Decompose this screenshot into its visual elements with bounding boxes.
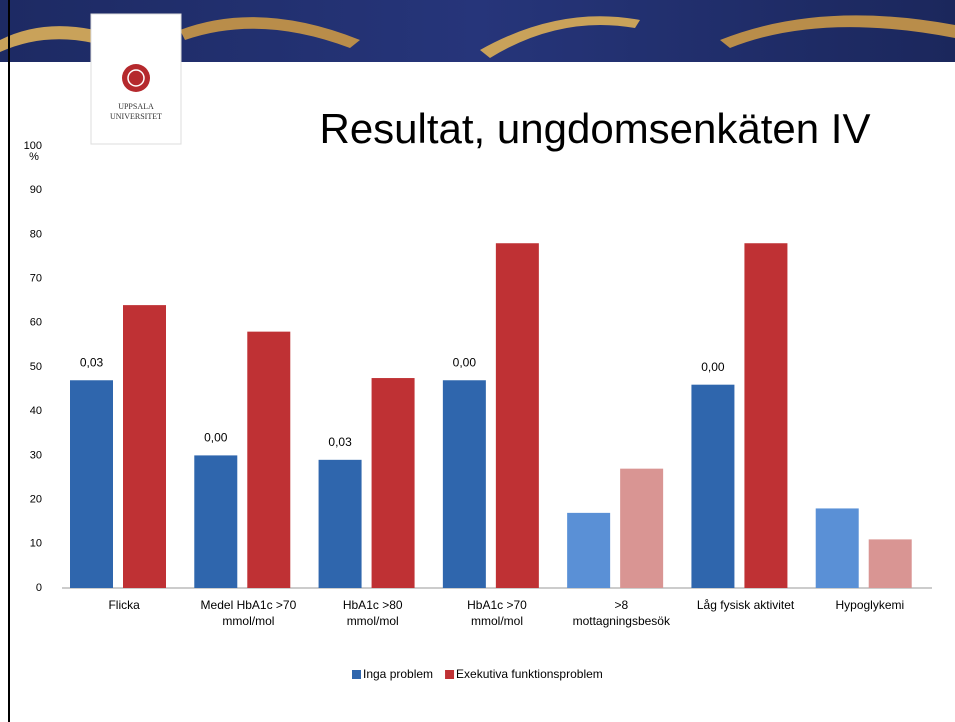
bar	[496, 243, 539, 588]
x-tick-label: >8 mottagningsbesök	[559, 597, 683, 629]
y-tick-label: 60	[30, 317, 42, 329]
y-tick-label: 50	[30, 361, 42, 373]
x-tick-label: Medel HbA1c >70 mmol/mol	[186, 597, 310, 629]
x-tick-label: Låg fysisk aktivitet	[684, 597, 808, 613]
y-tick-label: 0	[36, 582, 42, 594]
chart-title: Resultat, ungdomsenkäten IV	[319, 105, 870, 152]
y-tick-label: 20	[30, 494, 42, 506]
slide: UPPSALA UNIVERSITET Resultat, ungdomsenk…	[0, 0, 955, 722]
x-tick-label: Flicka	[62, 597, 186, 613]
y-tick-label: 70	[30, 273, 42, 285]
y-tick-label: 40	[30, 405, 42, 417]
y-tick-label: 10	[30, 538, 42, 550]
y-tick-label: 30	[30, 449, 42, 461]
y-tick-label: 100	[24, 140, 42, 152]
logo-text: UPPSALA UNIVERSITET	[106, 102, 166, 122]
bar-annotation: 0,03	[80, 355, 104, 369]
bar	[567, 513, 610, 588]
legend-label: Inga problem	[363, 667, 433, 681]
bar	[247, 332, 290, 588]
logo-label: UPPSALA UNIVERSITET	[96, 102, 176, 132]
x-tick-label: HbA1c >70 mmol/mol	[435, 597, 559, 629]
bar	[319, 460, 362, 588]
bar-annotation: 0,00	[453, 355, 477, 369]
y-tick-label: 80	[30, 228, 42, 240]
bar	[70, 380, 113, 588]
y-tick-label: 90	[30, 184, 42, 196]
bar-annotation: 0,00	[701, 360, 725, 374]
legend-swatch	[445, 670, 454, 679]
bar	[869, 539, 912, 588]
bar	[372, 378, 415, 588]
bar	[620, 469, 663, 588]
logo-seal	[122, 64, 150, 92]
legend-swatch	[352, 670, 361, 679]
bar	[443, 380, 486, 588]
x-tick-label: HbA1c >80 mmol/mol	[311, 597, 435, 629]
bar	[816, 508, 859, 588]
bar-annotation: 0,03	[328, 435, 352, 449]
bar	[691, 385, 734, 588]
y-axis-label: %	[29, 151, 39, 163]
bar	[194, 455, 237, 588]
bar-annotation: 0,00	[204, 431, 228, 445]
x-tick-label: Hypoglykemi	[808, 597, 932, 613]
bar	[744, 243, 787, 588]
bar	[123, 305, 166, 588]
legend-label: Exekutiva funktionsproblem	[456, 667, 603, 681]
